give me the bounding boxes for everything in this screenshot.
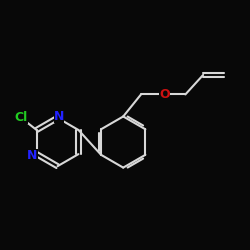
Text: Cl: Cl: [15, 112, 28, 124]
Text: N: N: [27, 149, 38, 162]
Text: O: O: [160, 88, 170, 101]
Text: N: N: [54, 110, 64, 123]
